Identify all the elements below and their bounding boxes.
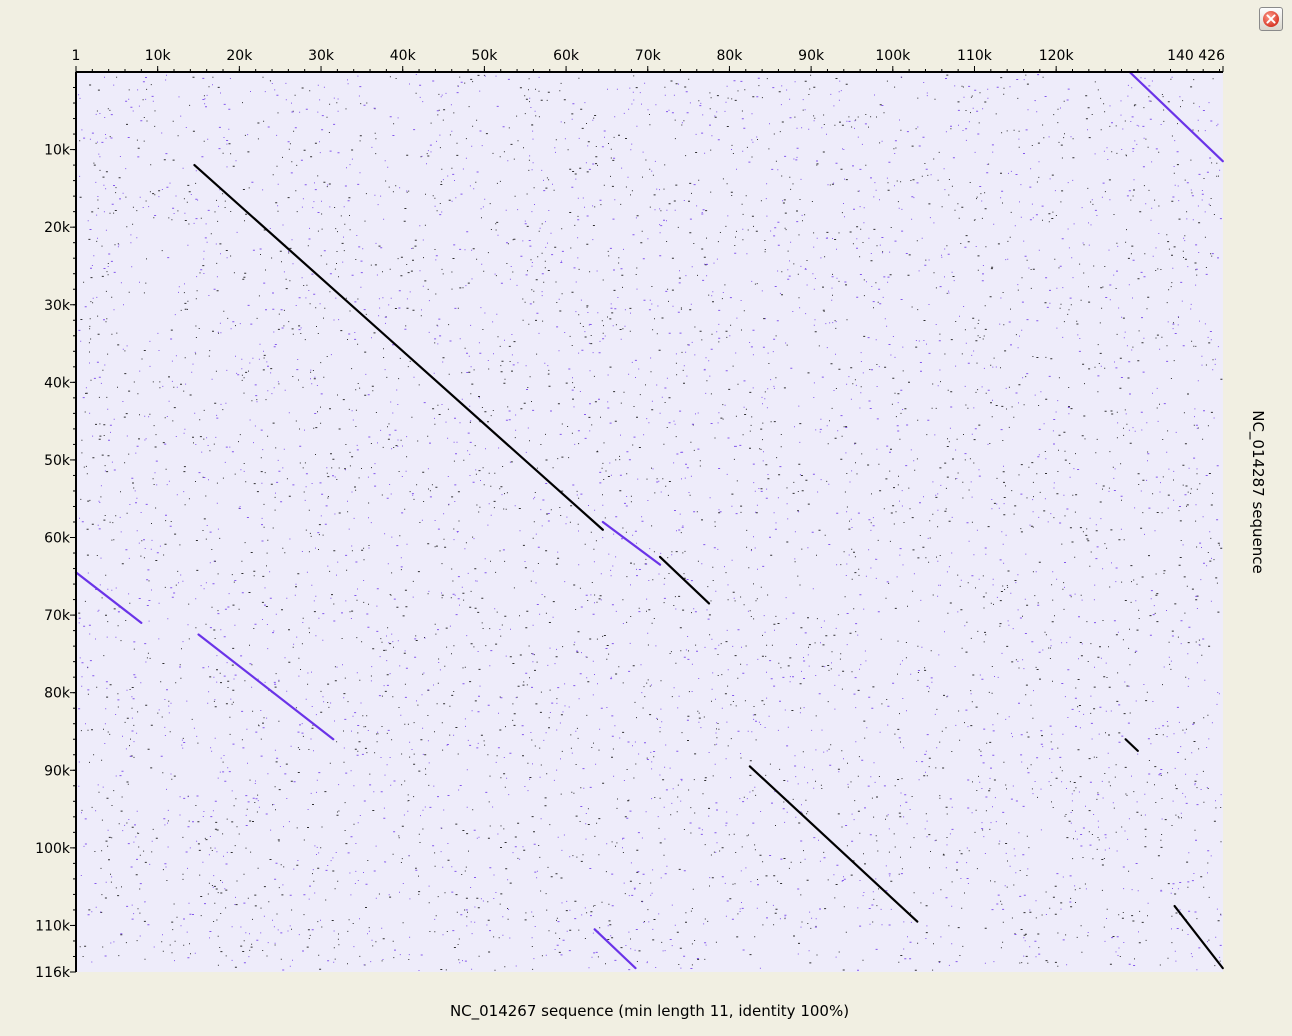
y-tick-label: 30k	[44, 298, 71, 314]
reverse-match-segment	[1128, 70, 1224, 163]
y-tick-label: 10k	[44, 143, 71, 159]
y-tick-label: 20k	[44, 220, 71, 236]
x-tick-label: 1	[72, 48, 81, 64]
forward-match-segment	[658, 555, 711, 605]
y-tick-label: 80k	[44, 686, 71, 702]
plot-area	[76, 72, 1223, 972]
close-icon	[1263, 11, 1279, 27]
match-diagonals	[74, 70, 1224, 970]
reverse-match-segment	[593, 928, 637, 970]
y-tick-label: 100k	[35, 841, 71, 857]
x-tick-label: 100k	[875, 48, 911, 64]
x-tick-label: 10k	[145, 48, 172, 64]
reverse-match-segment	[74, 571, 143, 624]
x-tick-label: 140 426	[1167, 48, 1225, 64]
x-tick-label: 110k	[957, 48, 993, 64]
x-tick-label: 40k	[390, 48, 417, 64]
forward-match-segment	[193, 163, 604, 531]
forward-match-segment	[748, 765, 919, 923]
x-tick-label: 120k	[1039, 48, 1075, 64]
y-tick-label: 70k	[44, 608, 71, 624]
y-tick-label: 50k	[44, 453, 71, 469]
forward-match-segment	[1173, 904, 1224, 970]
x-tick-label: 60k	[553, 48, 580, 64]
x-tick-label: 20k	[226, 48, 253, 64]
x-tick-label: 80k	[716, 48, 743, 64]
y-tick-label: 90k	[44, 763, 71, 779]
x-axis-ticks: 1 10k 20k 30k 40k 50k 60k 70k 80k 90k 100k 110k 120k…	[72, 48, 1225, 72]
y-axis-title: NC_014287 sequence	[1248, 410, 1267, 574]
x-tick-label: 90k	[798, 48, 825, 64]
y-tick-label: 40k	[44, 375, 71, 391]
x-tick-label: 30k	[308, 48, 335, 64]
y-tick-label: 110k	[35, 918, 71, 934]
y-tick-label: 116k	[35, 965, 71, 981]
close-button[interactable]	[1259, 7, 1283, 31]
reverse-match-segment	[601, 520, 662, 566]
forward-match-segment	[1124, 738, 1139, 752]
y-tick-label: 60k	[44, 531, 71, 547]
reverse-match-segment	[197, 633, 335, 741]
x-tick-label: 70k	[635, 48, 662, 64]
x-tick-label: 50k	[471, 48, 498, 64]
x-axis-title: NC_014267 sequence (min length 11, ident…	[450, 1002, 849, 1021]
y-axis-ticks: 10k 20k 30k 40k 50k 60k 70k 80k 90k 100k 110k 116k	[35, 87, 76, 981]
